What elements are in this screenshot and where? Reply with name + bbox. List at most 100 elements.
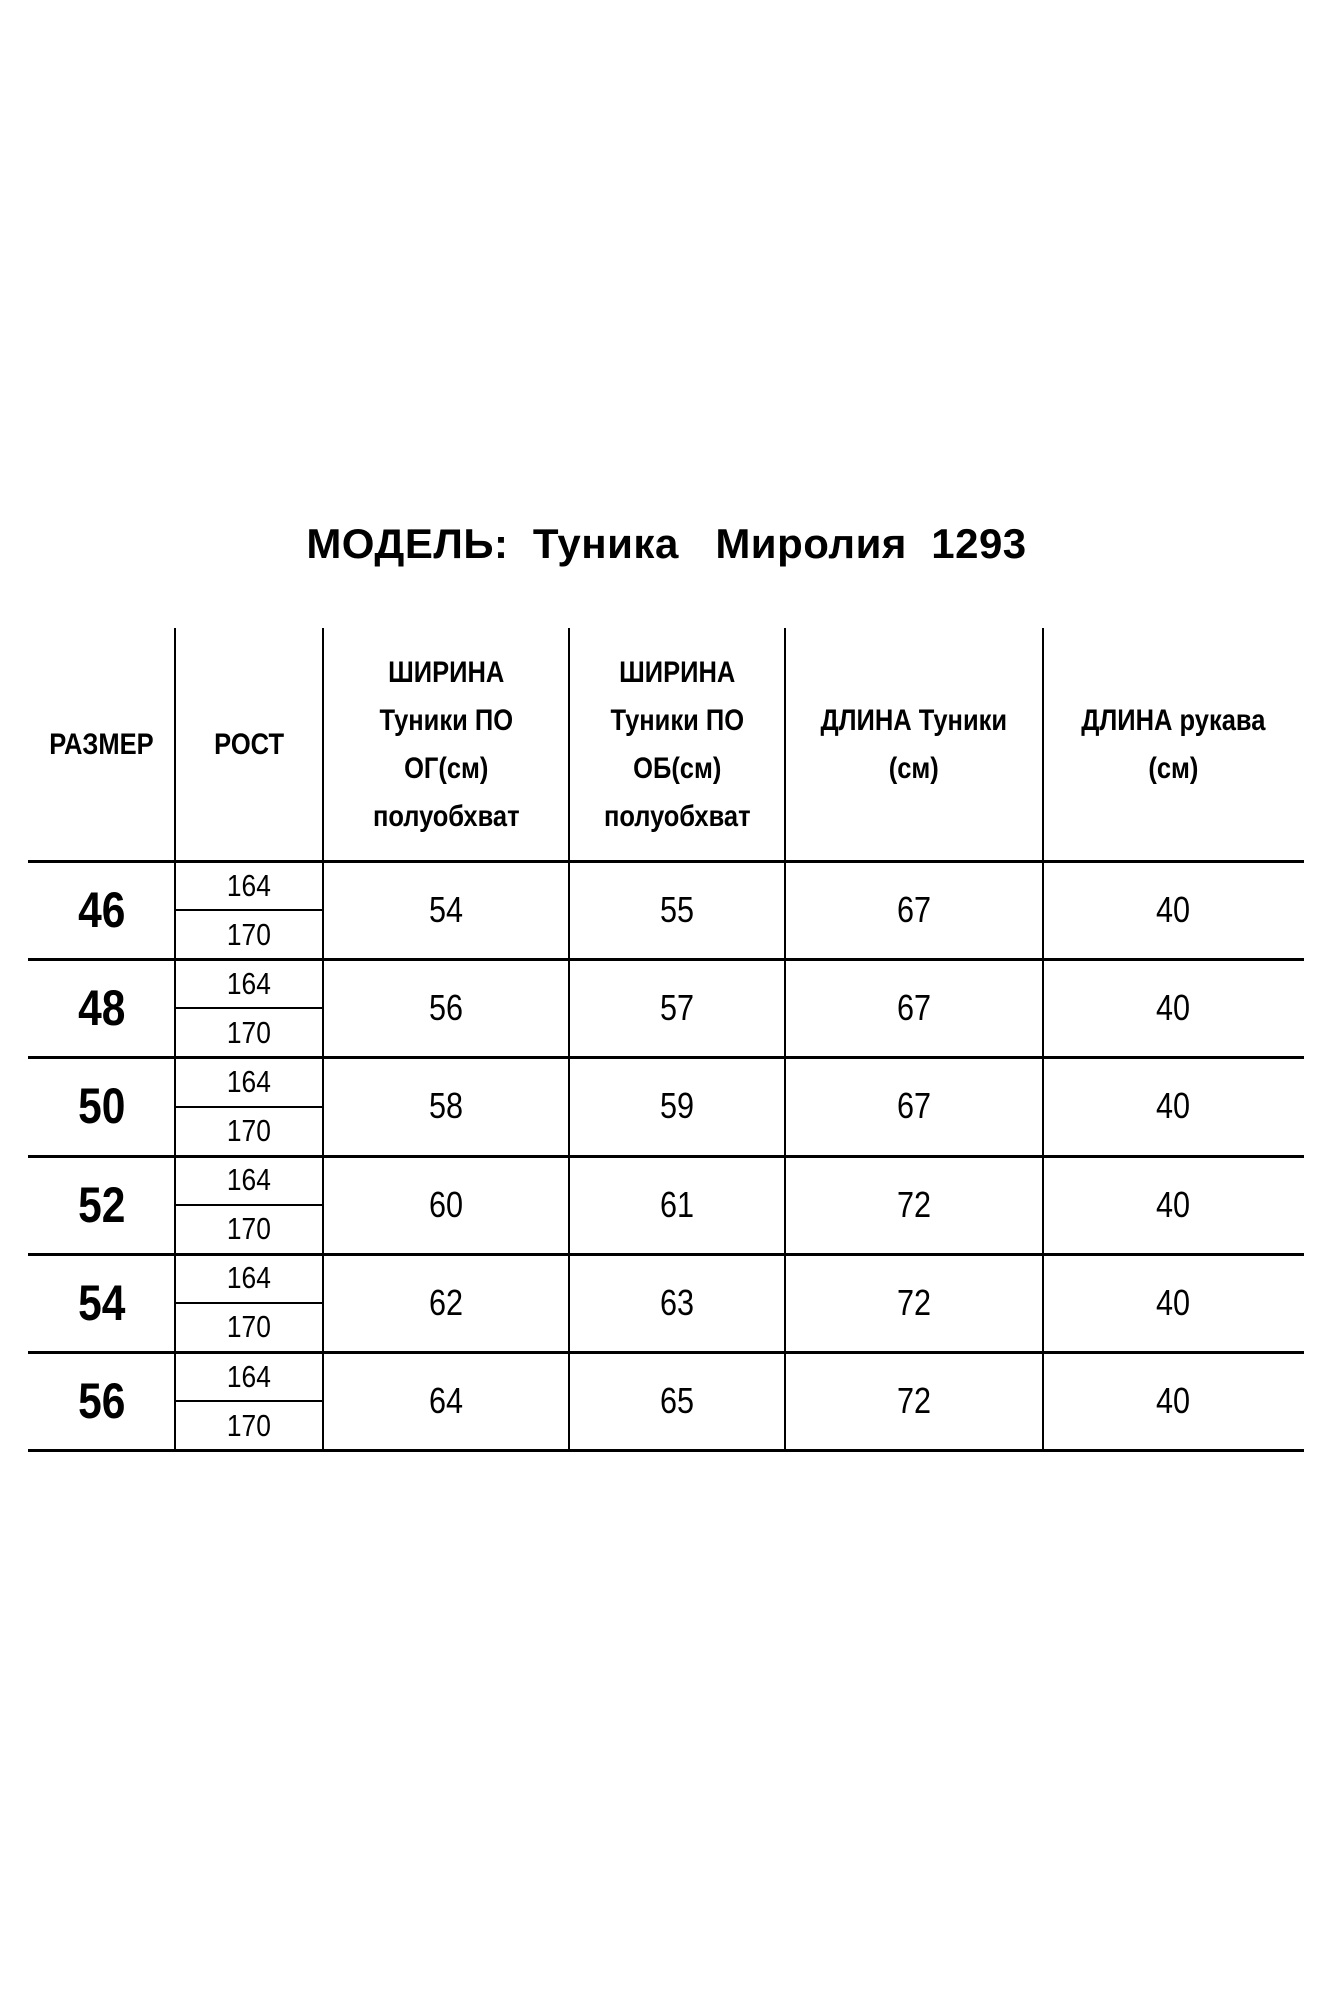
- og-cell: 62: [323, 1254, 569, 1352]
- length-value: 67: [896, 987, 932, 1029]
- ob-value: 55: [659, 889, 695, 931]
- height-value: 170: [227, 1407, 271, 1443]
- header-cell: ДЛИНА Туники (см): [785, 628, 1043, 861]
- ob-value: 63: [659, 1281, 695, 1323]
- header-width-hips: ШИРИНА Туники ПО ОБ(см) полуобхват: [604, 649, 751, 841]
- header-cell: ШИРИНА Туники ПО ОБ(см) полуобхват: [569, 628, 785, 861]
- ob-cell: 55: [569, 861, 785, 959]
- ob-value: 65: [659, 1380, 695, 1422]
- height-divider: [175, 909, 323, 912]
- og-value: 58: [428, 1085, 464, 1127]
- size-value: 56: [77, 1373, 126, 1430]
- row-divider: [28, 1154, 1304, 1158]
- header-line: ДЛИНА рукава: [1081, 703, 1266, 737]
- sleeve-cell: 40: [1043, 861, 1304, 959]
- sleeve-cell: 40: [1043, 1352, 1304, 1450]
- height-cell: 170: [175, 1303, 323, 1352]
- header-divider: [28, 860, 1304, 863]
- size-cell: 56: [28, 1352, 175, 1450]
- height-cell: 170: [175, 1107, 323, 1156]
- length-value: 72: [896, 1281, 932, 1323]
- sleeve-value: 40: [1156, 1085, 1191, 1127]
- row-divider: [28, 1351, 1304, 1354]
- og-value: 64: [428, 1380, 464, 1422]
- header-line: Туники ПО: [379, 703, 513, 737]
- length-cell: 72: [785, 1352, 1043, 1450]
- height-cell: 170: [175, 1401, 323, 1450]
- header-line: полуобхват: [372, 799, 520, 833]
- header-width-chest: ШИРИНА Туники ПО ОГ(см) полуобхват: [373, 649, 520, 841]
- size-value: 46: [77, 882, 126, 939]
- height-value: 170: [227, 1211, 271, 1247]
- height-value: 164: [227, 1260, 271, 1296]
- ob-cell: 65: [569, 1352, 785, 1450]
- height-value: 170: [227, 1113, 271, 1149]
- header-line: ОБ(см): [632, 751, 722, 785]
- ob-value: 59: [659, 1085, 695, 1127]
- height-value: 170: [227, 1014, 271, 1050]
- header-size: РАЗМЕР: [49, 721, 153, 769]
- og-value: 56: [428, 987, 464, 1029]
- header-line: РОСТ: [214, 727, 284, 761]
- length-value: 72: [896, 1183, 932, 1225]
- size-cell: 48: [28, 959, 175, 1057]
- height-cell: 170: [175, 1205, 323, 1254]
- length-cell: 67: [785, 861, 1043, 959]
- sleeve-cell: 40: [1043, 1254, 1304, 1352]
- row-divider: [28, 1056, 1304, 1060]
- size-value: 50: [77, 1078, 126, 1135]
- header-line: Туники ПО: [610, 703, 744, 737]
- header-line: (см): [1148, 751, 1199, 785]
- header-cell: ШИРИНА Туники ПО ОГ(см) полуобхват: [323, 628, 569, 861]
- column-divider: [784, 628, 786, 1451]
- height-cell: 170: [175, 1008, 323, 1057]
- height-divider: [175, 1400, 323, 1403]
- header-cell: РАЗМЕР: [28, 628, 175, 861]
- column-divider: [322, 628, 324, 1451]
- sleeve-cell: 40: [1043, 1057, 1304, 1155]
- og-cell: 56: [323, 959, 569, 1057]
- og-cell: 64: [323, 1352, 569, 1450]
- height-cell: 170: [175, 910, 323, 959]
- size-cell: 46: [28, 861, 175, 959]
- column-divider: [568, 628, 570, 1451]
- og-value: 62: [428, 1281, 464, 1323]
- length-value: 67: [896, 1085, 932, 1127]
- ob-cell: 61: [569, 1156, 785, 1254]
- header-line: ШИРИНА: [618, 655, 736, 689]
- height-cell: 164: [175, 1057, 323, 1106]
- size-value: 48: [77, 980, 126, 1037]
- height-value: 164: [227, 867, 271, 903]
- height-divider: [175, 1105, 323, 1108]
- ob-cell: 63: [569, 1254, 785, 1352]
- ob-value: 61: [659, 1183, 695, 1225]
- column-divider: [174, 628, 176, 1451]
- height-divider: [175, 1203, 323, 1206]
- size-value: 54: [77, 1274, 126, 1331]
- height-value: 164: [227, 965, 271, 1001]
- height-cell: 164: [175, 959, 323, 1008]
- height-cell: 164: [175, 1156, 323, 1205]
- header-line: ДЛИНА Туники: [820, 703, 1008, 737]
- length-cell: 72: [785, 1254, 1043, 1352]
- size-cell: 52: [28, 1156, 175, 1254]
- sleeve-value: 40: [1156, 987, 1191, 1029]
- ob-cell: 59: [569, 1057, 785, 1155]
- size-cell: 54: [28, 1254, 175, 1352]
- height-divider: [175, 1301, 323, 1304]
- sleeve-value: 40: [1156, 1380, 1191, 1422]
- height-value: 170: [227, 916, 271, 952]
- header-height: РОСТ: [214, 721, 284, 769]
- row-divider: [28, 1449, 1304, 1453]
- header-length: ДЛИНА Туники (см): [821, 697, 1008, 793]
- header-sleeve: ДЛИНА рукава (см): [1081, 697, 1265, 793]
- sleeve-cell: 40: [1043, 1156, 1304, 1254]
- length-cell: 67: [785, 1057, 1043, 1155]
- height-cell: 164: [175, 1352, 323, 1401]
- length-value: 67: [896, 889, 932, 931]
- sleeve-value: 40: [1156, 1183, 1191, 1225]
- header-line: РАЗМЕР: [49, 727, 154, 761]
- sleeve-value: 40: [1156, 889, 1191, 931]
- length-cell: 67: [785, 959, 1043, 1057]
- og-cell: 54: [323, 861, 569, 959]
